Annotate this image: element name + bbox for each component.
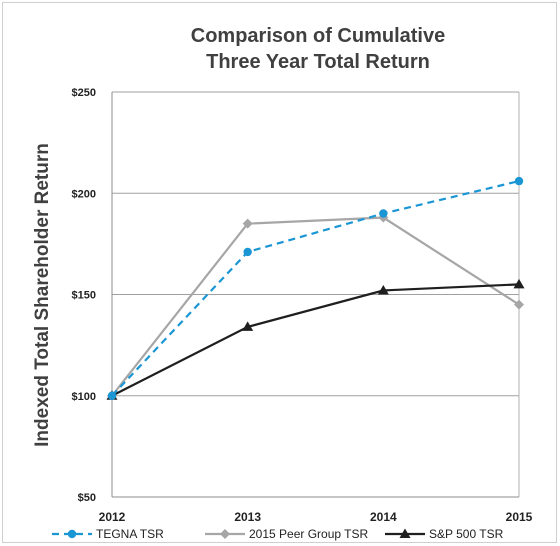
series-group	[106, 176, 525, 401]
legend-marker-0	[67, 529, 77, 539]
series-2-point-2013	[242, 321, 254, 331]
y-tick-label-150: $150	[72, 290, 96, 302]
axes	[111, 92, 520, 498]
series-0-point-2015	[514, 176, 524, 186]
x-tick-label-2015: 2015	[506, 510, 533, 524]
y-axis-ticks: $50 $100 $150 $200 $250	[72, 87, 96, 504]
series-2-point-2014	[377, 284, 389, 295]
x-axis-ticks: 2012 2013 2014 2015	[99, 510, 533, 524]
series-0-point-2012	[107, 391, 117, 400]
y-tick-label-50: $50	[78, 492, 96, 504]
chart-title-line-2: Three Year Total Return	[206, 51, 430, 73]
legend-label-2: S&P 500 TSR	[429, 527, 504, 541]
gridlines	[112, 91, 519, 397]
legend: TEGNA TSR 2015 Peer Group TSR S&P 500 TSR	[52, 527, 504, 541]
legend-label-1: 2015 Peer Group TSR	[249, 527, 369, 541]
series-0-point-2013	[243, 247, 252, 257]
y-tick-label-200: $200	[72, 188, 96, 200]
y-tick-label-100: $100	[72, 391, 96, 403]
series-1-line	[111, 216, 520, 397]
legend-marker-2	[399, 528, 411, 538]
series-0-line	[111, 180, 520, 397]
y-axis-label: Indexed Total Shareholder Return	[32, 143, 53, 447]
chart-title-line-1: Comparison of Cumulative	[191, 25, 445, 47]
x-tick-label-2013: 2013	[234, 510, 261, 524]
legend-label-0: TEGNA TSR	[96, 527, 164, 541]
x-tick-label-2012: 2012	[99, 510, 126, 524]
y-tick-label-250: $250	[72, 87, 96, 99]
series-0-point-2014	[379, 209, 388, 218]
series-2-line	[111, 283, 520, 397]
series-1-point-2013	[242, 218, 253, 229]
series-2-point-2015	[513, 278, 525, 289]
x-tick-label-2014: 2014	[370, 510, 397, 524]
legend-marker-1	[220, 529, 230, 539]
series-1-point-2015	[514, 299, 524, 310]
